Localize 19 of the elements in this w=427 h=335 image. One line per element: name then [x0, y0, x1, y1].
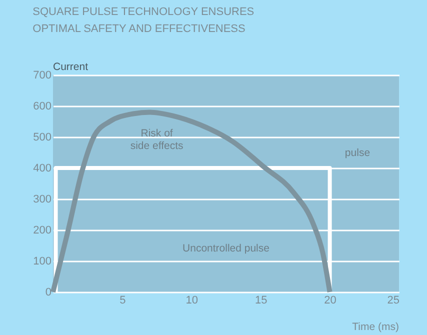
- y-tick-label: 300: [33, 194, 52, 206]
- y-tick-label: 0: [45, 286, 52, 298]
- annotation: Risk of side effects: [130, 128, 184, 152]
- x-tick-label: 15: [254, 294, 268, 306]
- y-axis-title: Current: [53, 61, 88, 73]
- y-tick-label: 700: [33, 70, 52, 82]
- annotation: pulse: [344, 147, 370, 160]
- x-axis-title: Time (ms): [352, 321, 399, 333]
- annotation: Uncontrolled pulse: [182, 242, 270, 255]
- chart-title: SQUARE PULSE TECHNOLOGY ENSURES OPTIMAL SAFETY AND EFFECTIVENESS: [32, 6, 254, 35]
- x-tick-label: 25: [387, 294, 400, 306]
- x-tick-label: 20: [324, 294, 336, 306]
- y-tick-label: 600: [33, 100, 52, 112]
- x-tick-label: 5: [120, 294, 126, 306]
- y-tick-label: 100: [33, 256, 52, 268]
- y-tick-label: 400: [33, 162, 52, 174]
- x-tick-label: 10: [186, 294, 198, 306]
- y-tick-label: 200: [33, 224, 52, 236]
- y-tick-label: 500: [33, 132, 52, 144]
